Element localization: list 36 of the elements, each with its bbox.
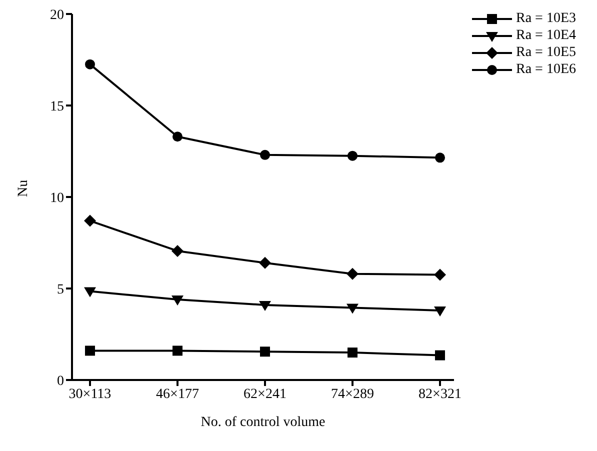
legend-label: Ra = 10E6 (516, 62, 576, 78)
point (84, 287, 96, 298)
legend-label: Ra = 10E4 (516, 28, 576, 44)
y-tick-label: 10 (50, 190, 64, 206)
y-tick-label: 15 (50, 99, 64, 114)
point (435, 350, 445, 360)
y-tick-label: 20 (50, 8, 64, 23)
point (172, 346, 182, 356)
point (434, 306, 446, 316)
point (172, 132, 182, 142)
legend-label: Ra = 10E3 (516, 10, 576, 26)
point (259, 300, 271, 311)
legend-label: Ra = 10E5 (516, 44, 576, 60)
point (172, 295, 184, 306)
x-tick-label: 46×177 (156, 386, 199, 402)
x-tick-label: 30×113 (68, 386, 112, 402)
point (346, 268, 358, 280)
point (434, 268, 446, 281)
point (84, 214, 96, 227)
point (260, 150, 270, 160)
x-tick-label: 74×289 (331, 386, 374, 402)
point (435, 152, 445, 163)
point (346, 304, 358, 314)
point (172, 244, 184, 257)
y-axis-title: Nu (16, 180, 31, 197)
point (348, 150, 358, 161)
x-tick-label: 62×241 (244, 386, 286, 402)
y-tick-label: 5 (57, 282, 64, 298)
point (260, 346, 270, 357)
x-tick-label: 82×321 (418, 386, 462, 402)
x-axis-title: No. of control volume (200, 415, 326, 430)
point (85, 346, 95, 356)
point (85, 59, 95, 70)
point (348, 348, 358, 358)
y-tick-label: 0 (57, 374, 64, 389)
point (259, 256, 271, 269)
